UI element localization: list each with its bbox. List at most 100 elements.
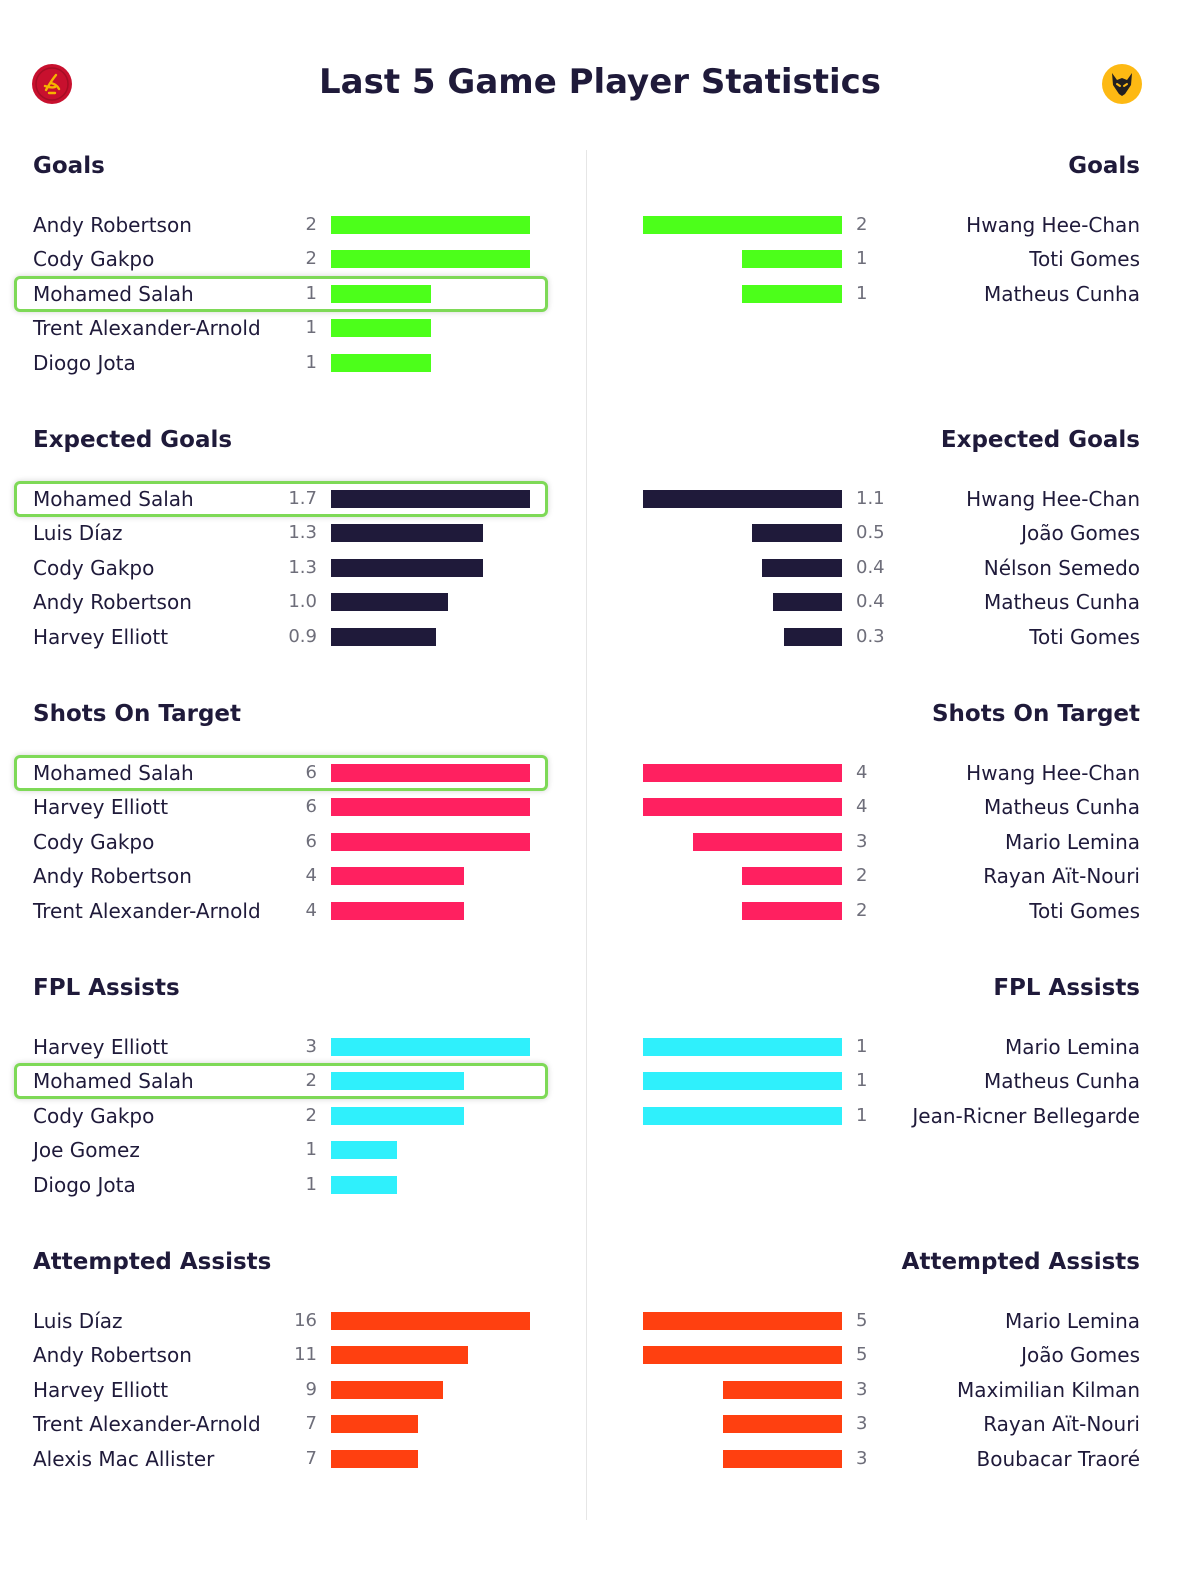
left-player-value: 6 — [305, 762, 317, 783]
left-bar — [331, 1106, 464, 1125]
right-player-name: Boubacar Traoré — [976, 1446, 1141, 1471]
right-section-title: FPL Assists — [993, 975, 1140, 1001]
left-player-value: 4 — [305, 899, 317, 921]
right-bar — [643, 1038, 842, 1056]
right-player-value: 2 — [856, 214, 868, 235]
left-player-value: 6 — [305, 796, 317, 818]
left-player-value: 1.0 — [288, 591, 317, 613]
right-player-name: Toti Gomes — [1029, 624, 1140, 649]
right-player-value: 1 — [856, 282, 868, 304]
right-player-value: 1 — [856, 1036, 868, 1057]
right-player-name: Matheus Cunha — [983, 590, 1140, 615]
right-player-name: Nélson Semedo — [983, 555, 1140, 580]
right-player-value: 0.3 — [856, 625, 885, 647]
left-section-title: FPL Assists — [33, 975, 180, 1001]
left-bar — [331, 558, 483, 577]
right-player-value: 1.1 — [856, 488, 885, 509]
right-player-name: Mario Lemina — [1005, 1309, 1140, 1333]
left-section-title: Goals — [33, 153, 105, 179]
left-bar — [331, 832, 530, 851]
left-player-value: 1.3 — [288, 522, 317, 544]
right-bar — [723, 1380, 842, 1399]
left-player-name: Mohamed Salah — [33, 281, 194, 306]
left-bar — [331, 353, 431, 372]
right-bar — [643, 1106, 842, 1125]
highlight-box — [14, 1063, 548, 1100]
right-player-value: 5 — [856, 1344, 868, 1366]
right-section-title: Goals — [1068, 153, 1140, 179]
left-player-value: 7 — [305, 1413, 317, 1435]
right-player-name: Matheus Cunha — [983, 795, 1140, 820]
right-bar — [643, 764, 842, 782]
right-player-name: João Gomes — [1021, 1343, 1140, 1368]
left-player-name: Mohamed Salah — [33, 761, 194, 785]
right-bar — [742, 250, 842, 269]
center-divider — [586, 150, 587, 1520]
left-player-value: 2 — [305, 248, 317, 270]
right-bar — [643, 798, 842, 817]
left-bar — [331, 490, 530, 508]
right-player-name: Maximilian Kilman — [957, 1377, 1140, 1402]
right-bar — [643, 216, 842, 234]
right-bar — [752, 524, 842, 543]
right-player-value: 0.5 — [856, 522, 885, 544]
right-player-value: 1 — [856, 248, 868, 270]
left-player-value: 1 — [305, 282, 317, 304]
left-player-name: Cody Gakpo — [33, 829, 155, 854]
left-player-name: Joe Gomez — [33, 1138, 140, 1163]
left-bar — [331, 1038, 530, 1056]
right-player-name: Toti Gomes — [1029, 247, 1140, 272]
left-player-value: 2 — [305, 1070, 317, 1092]
right-bar — [773, 593, 842, 612]
right-player-value: 1 — [856, 1070, 868, 1092]
left-bar — [331, 1346, 468, 1365]
right-player-name: Rayan Aït-Nouri — [983, 864, 1140, 889]
left-player-value: 11 — [294, 1344, 317, 1366]
left-bar — [331, 867, 464, 886]
left-player-name: Cody Gakpo — [33, 247, 155, 272]
left-bar — [331, 627, 436, 646]
left-bar — [331, 764, 530, 782]
left-section-title: Expected Goals — [33, 427, 233, 453]
left-player-name: Mohamed Salah — [33, 487, 194, 511]
left-bar — [331, 1312, 530, 1330]
left-player-value: 2 — [305, 214, 317, 235]
right-player-value: 2 — [856, 899, 868, 921]
left-player-name: Harvey Elliott — [33, 1035, 169, 1059]
right-player-value: 0.4 — [856, 591, 885, 613]
left-player-name: Trent Alexander-Arnold — [33, 898, 261, 923]
left-bar — [331, 798, 530, 817]
left-player-name: Andy Robertson — [33, 590, 192, 615]
left-bar — [331, 901, 464, 920]
right-bar — [742, 867, 842, 886]
right-player-name: João Gomes — [1021, 521, 1140, 546]
right-player-name: Toti Gomes — [1029, 898, 1140, 923]
right-player-name: Hwang Hee-Chan — [966, 213, 1140, 237]
left-player-name: Cody Gakpo — [33, 1103, 155, 1128]
right-player-value: 3 — [856, 830, 868, 852]
left-player-value: 6 — [305, 830, 317, 852]
liverpool-badge-icon — [32, 64, 72, 104]
left-player-name: Luis Díaz — [33, 521, 123, 546]
right-bar — [723, 1415, 842, 1434]
left-player-value: 9 — [305, 1378, 317, 1400]
left-bar — [331, 284, 431, 303]
left-player-value: 2 — [305, 1104, 317, 1126]
left-player-name: Cody Gakpo — [33, 555, 155, 580]
left-section-title: Attempted Assists — [33, 1249, 272, 1275]
highlight-box — [14, 275, 548, 312]
right-bar — [762, 558, 842, 577]
left-bar — [331, 524, 483, 543]
right-bar — [643, 1312, 842, 1330]
right-bar — [693, 832, 842, 851]
right-player-name: Mario Lemina — [1005, 829, 1140, 854]
left-bar — [331, 1175, 397, 1194]
left-player-name: Diogo Jota — [33, 1172, 136, 1197]
left-player-name: Andy Robertson — [33, 864, 192, 889]
left-bar — [331, 1380, 443, 1399]
left-player-name: Trent Alexander-Arnold — [33, 1412, 261, 1437]
left-player-value: 1.3 — [288, 556, 317, 578]
left-player-name: Harvey Elliott — [33, 1377, 169, 1402]
left-bar — [331, 319, 431, 338]
left-player-value: 16 — [294, 1310, 317, 1331]
